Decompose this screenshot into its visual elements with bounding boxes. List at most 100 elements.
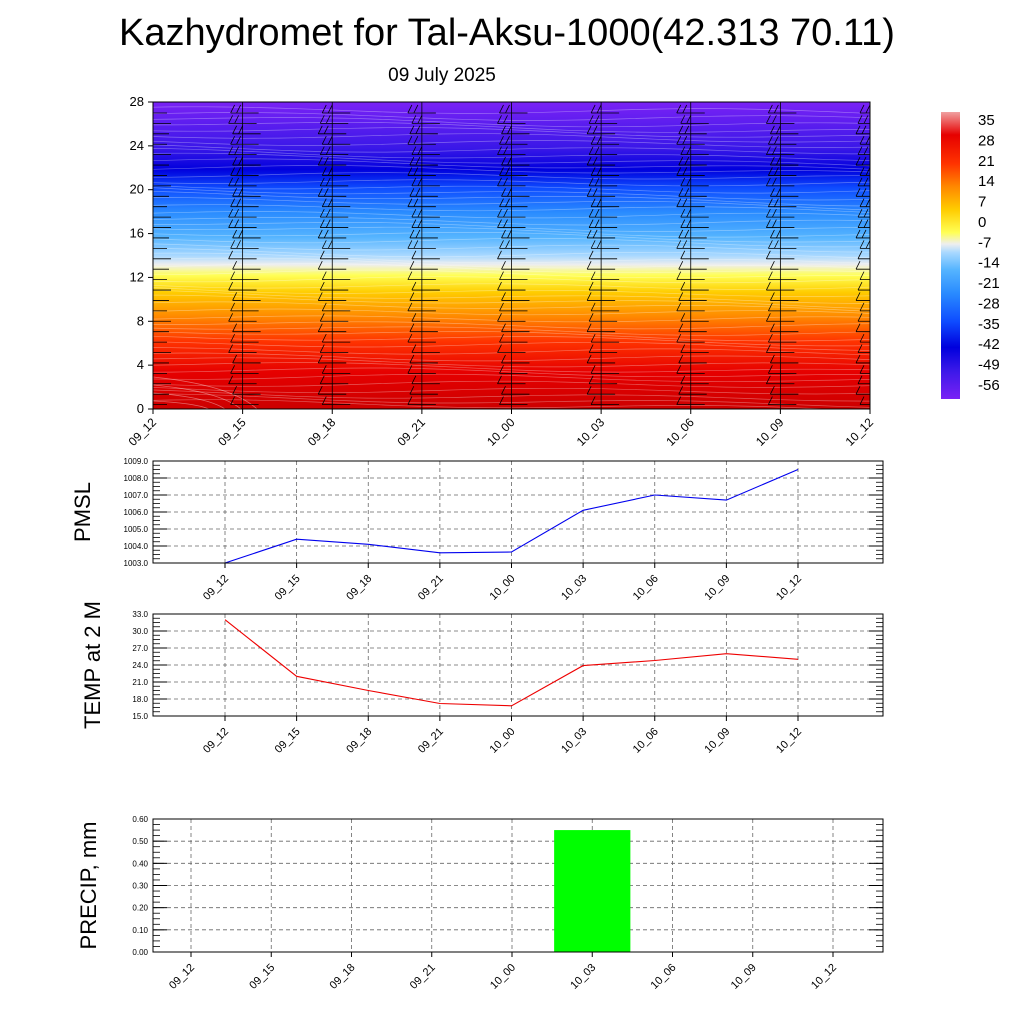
colorbar-labels: 35 28 21 14 7 0 -7 -14 -21 -28 -35 -42 -49 -56 xyxy=(978,112,1000,394)
wind-barb-feather xyxy=(321,396,327,405)
wind-barb-feather xyxy=(145,167,149,175)
wind-barb-feather xyxy=(147,157,151,165)
wind-barb-feather xyxy=(678,292,684,301)
wind-barb-feather xyxy=(497,375,502,384)
wind-barb-feather xyxy=(676,198,682,207)
wind-barb-feather xyxy=(139,167,143,175)
x-tick-label: 10_06 xyxy=(631,573,661,603)
wind-barb-feather xyxy=(153,115,154,117)
wind-barb-feather xyxy=(497,208,502,218)
wind-barb-feather xyxy=(588,313,594,322)
wind-barb-feather xyxy=(228,313,233,322)
wind-barb-feather xyxy=(857,208,863,218)
wind-barb-feather xyxy=(153,146,154,148)
wind-barb-feather xyxy=(501,125,506,134)
y-tick-label: 0.10 xyxy=(132,926,148,935)
x-tick-label: 10_12 xyxy=(809,962,839,992)
wind-barb-feather xyxy=(857,177,863,187)
wind-barb-feather xyxy=(317,125,323,134)
wind-barb-feather xyxy=(855,292,861,301)
wind-barb-feather xyxy=(501,386,506,395)
wind-barb-feather xyxy=(145,240,149,248)
wind-barb-feather xyxy=(417,146,423,155)
wind-barb-feather xyxy=(319,115,325,124)
wind-barb-feather xyxy=(770,125,775,134)
wind-barb-feather xyxy=(594,177,600,187)
wind-barb-feather xyxy=(321,136,327,145)
wind-barb-feather xyxy=(321,198,327,207)
wind-barb-feather xyxy=(505,198,510,207)
wind-barb-feather xyxy=(865,240,870,249)
wind-barb-feather xyxy=(774,198,779,207)
wind-barb-feather xyxy=(236,104,241,114)
wind-barb-feather xyxy=(153,209,154,211)
wind-barb-feather xyxy=(325,146,331,155)
x-tick-label: 10_03 xyxy=(559,726,589,756)
wind-barb-feather xyxy=(139,199,143,207)
wind-barb-feather xyxy=(323,229,329,239)
wind-barb-feather xyxy=(770,292,775,301)
wind-barb-feather xyxy=(321,104,327,114)
wind-barb-feather xyxy=(768,240,773,249)
x-tick-label: 10_06 xyxy=(631,726,661,756)
wind-barb-feather xyxy=(857,313,863,322)
x-tick-label: 09_12 xyxy=(167,962,197,992)
x-tick-label: 10_09 xyxy=(702,573,732,603)
x-tick-label: 09_12 xyxy=(201,573,231,603)
wind-barb-feather xyxy=(415,229,421,239)
wind-barb-feather xyxy=(417,208,423,218)
wind-barb-feather xyxy=(684,125,690,134)
wind-barb-feather xyxy=(327,104,333,114)
x-tick-label: 10_00 xyxy=(488,726,518,756)
wind-barb-feather xyxy=(228,208,233,218)
wind-barb-feather xyxy=(497,219,502,228)
wind-barb-feather xyxy=(596,136,602,145)
wind-barb-feather xyxy=(680,375,686,384)
wind-barb-feather xyxy=(859,104,865,114)
wind-barb-feather xyxy=(232,292,237,301)
y-axis-title: PRECIP, mm xyxy=(76,822,101,950)
wind-barb-feather xyxy=(588,177,594,187)
y-tick-label: 1007.0 xyxy=(124,491,149,500)
wind-barb-feather xyxy=(232,125,237,134)
wind-barb-feather xyxy=(230,365,235,374)
colorbar-label: 28 xyxy=(978,132,995,149)
y-axis-title: TEMP at 2 M xyxy=(80,601,105,729)
colorbar: 35 28 21 14 7 0 -7 -14 -21 -28 -35 -42 -49 -56 xyxy=(941,112,1000,399)
wind-barb-feather xyxy=(770,156,775,166)
wind-barb-feather xyxy=(497,115,502,124)
wind-barb-feather xyxy=(407,302,413,312)
wind-barb-feather xyxy=(772,219,777,228)
wind-barb-feather xyxy=(686,115,692,124)
x-tick-label: 09_21 xyxy=(408,962,438,992)
wind-barb-feather xyxy=(590,198,596,207)
wind-barb-feather xyxy=(417,219,423,228)
wind-barb-feather xyxy=(230,240,235,249)
wind-barbs xyxy=(139,102,870,409)
wind-barb-feather xyxy=(590,104,596,114)
wind-barb-feather xyxy=(409,261,415,270)
y-axis-title: PMSL xyxy=(70,482,95,542)
x-tick-label: 10_09 xyxy=(702,726,732,756)
wind-barb-feather xyxy=(236,240,241,249)
wind-barb-feather xyxy=(678,229,684,239)
wind-barb-feather xyxy=(501,323,506,332)
wind-barb-feather xyxy=(413,240,419,249)
wind-barb-feather xyxy=(321,302,327,312)
wind-barb-feather xyxy=(857,375,863,384)
wind-barb-feather xyxy=(497,281,502,291)
wind-barb-feather xyxy=(497,250,502,259)
wind-barb-feather xyxy=(861,156,867,166)
wind-barb-feather xyxy=(319,146,325,155)
wind-barb-feather xyxy=(857,250,863,259)
colorbar-label: -56 xyxy=(978,377,1000,394)
contour-line xyxy=(153,376,258,409)
wind-barb-feather xyxy=(232,261,237,270)
wind-barb-feather xyxy=(505,104,510,114)
y-tick-label: 0.20 xyxy=(132,904,148,913)
wind-barb-feather xyxy=(772,177,777,187)
y-tick-label: 0.50 xyxy=(132,837,148,846)
heatmap-x-tick-label: 10_09 xyxy=(753,415,787,449)
panel-frame xyxy=(152,460,884,564)
